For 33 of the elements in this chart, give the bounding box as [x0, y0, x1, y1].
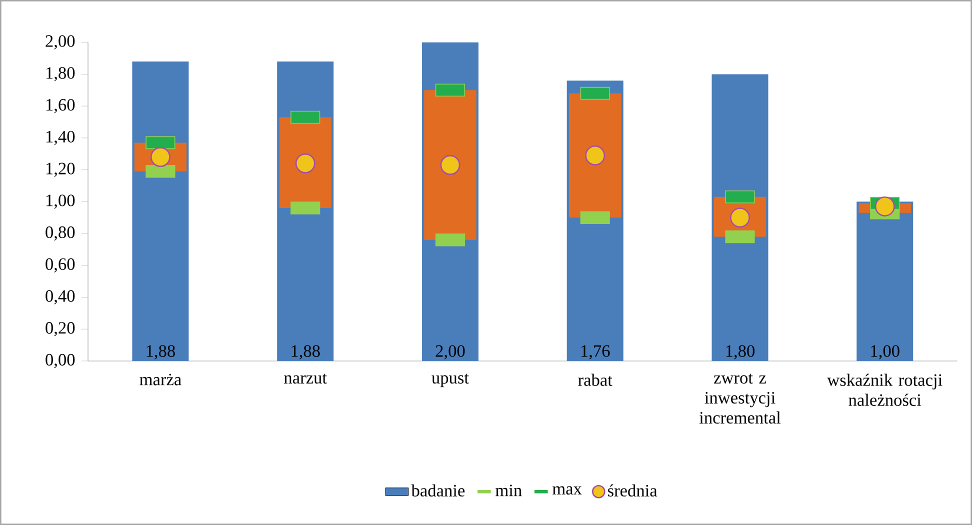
point — [874, 196, 895, 216]
y-tick-label: 2,00 — [46, 35, 75, 50]
y-tick-label: 0,20 — [46, 322, 75, 336]
legend-label: badanie — [411, 484, 465, 497]
point — [295, 153, 316, 174]
y-tick-label: 1,40 — [46, 130, 75, 146]
y-tick-label: 0,80 — [46, 226, 75, 241]
y-tick-label: 0,40 — [46, 290, 75, 304]
y-tick-label: 1,00 — [46, 194, 75, 209]
y-tick-label: 1,20 — [46, 162, 75, 177]
x-tick-label: rabat — [578, 374, 612, 386]
bar — [856, 202, 914, 361]
legend-label: średnia — [608, 484, 658, 497]
data-label: 1,76 — [581, 345, 610, 360]
y-tick-label: 1,80 — [46, 67, 75, 82]
data-label: 1,88 — [146, 345, 175, 360]
data-label: 1,00 — [871, 345, 900, 360]
legend-label: min — [496, 484, 522, 496]
x-tick-label: wskaźnik rotacji należności — [827, 374, 942, 406]
data-label: 1,80 — [726, 345, 754, 360]
y-tick-label: 0,00 — [46, 354, 75, 368]
legend-label: max — [552, 486, 582, 495]
y-tick-label: 0,60 — [46, 258, 75, 272]
y-tick-label: 1,60 — [46, 98, 75, 114]
point — [440, 155, 460, 176]
bar — [424, 90, 476, 240]
data-label: 1,88 — [292, 345, 320, 360]
x-tick-label: zwrot z inwestycji incremental — [699, 374, 781, 424]
x-tick-label: narzut — [284, 374, 327, 384]
x-tick-label: marża — [140, 374, 182, 386]
data-label: 2,00 — [436, 345, 465, 360]
point — [585, 145, 606, 166]
x-tick-label: upust — [432, 374, 469, 388]
